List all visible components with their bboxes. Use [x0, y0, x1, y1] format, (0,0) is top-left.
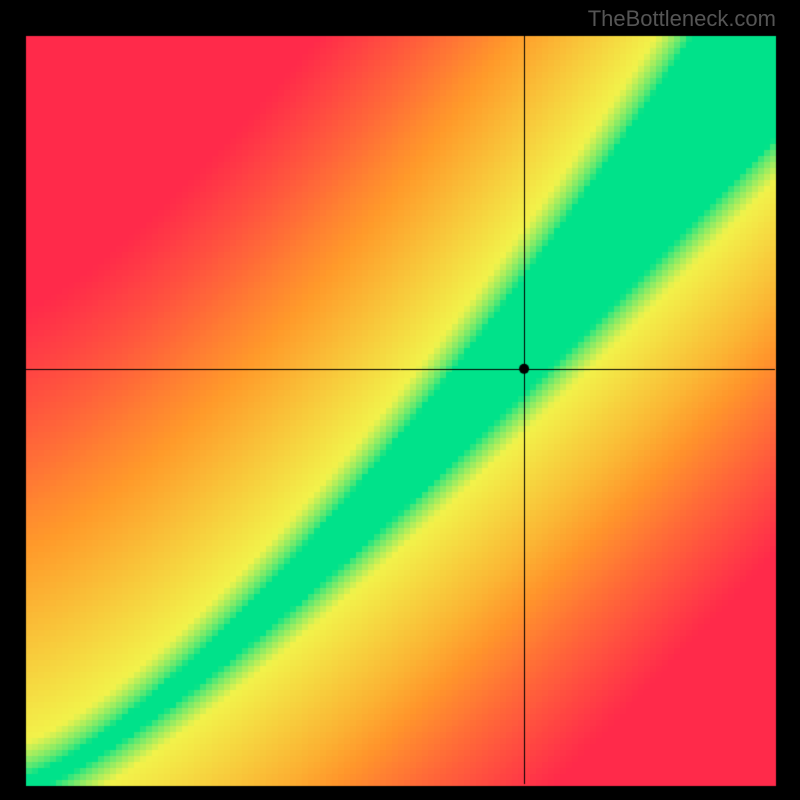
- chart-container: TheBottleneck.com: [0, 0, 800, 800]
- watermark-text: TheBottleneck.com: [588, 6, 776, 32]
- heatmap-canvas: [0, 0, 800, 800]
